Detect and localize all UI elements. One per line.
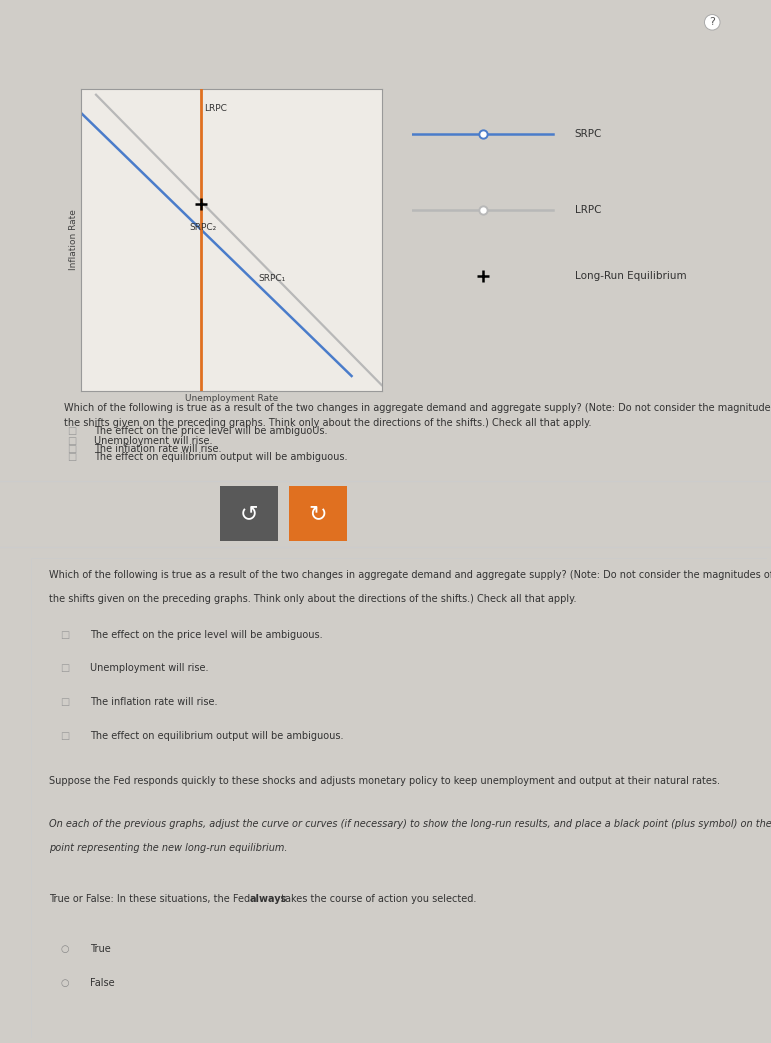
Text: ○: ○ [60,977,69,988]
X-axis label: Unemployment Rate: Unemployment Rate [185,394,278,403]
Text: ↺: ↺ [239,504,258,524]
Text: Suppose the Fed responds quickly to these shocks and adjusts monetary policy to : Suppose the Fed responds quickly to thes… [49,776,720,786]
Text: Which of the following is true as a result of the two changes in aggregate deman: Which of the following is true as a resu… [49,571,771,580]
Text: On each of the previous graphs, adjust the curve or curves (if necessary) to sho: On each of the previous graphs, adjust t… [49,820,771,829]
Text: always: always [250,894,288,904]
Text: SRPC₁: SRPC₁ [258,274,285,283]
Text: takes the course of action you selected.: takes the course of action you selected. [278,894,476,904]
Text: □: □ [67,427,76,436]
Text: LRPC: LRPC [204,104,227,113]
Text: Long-Run Equilibrium: Long-Run Equilibrium [575,271,686,282]
Text: the shifts given on the preceding graphs. Think only about the directions of the: the shifts given on the preceding graphs… [49,595,577,604]
Text: Which of the following is true as a result of the two changes in aggregate deman: Which of the following is true as a resu… [64,404,771,413]
Text: SRPC₂: SRPC₂ [189,223,217,233]
Text: □: □ [60,730,69,741]
Text: True or False: In these situations, the Fed: True or False: In these situations, the … [49,894,254,904]
Y-axis label: Inflation Rate: Inflation Rate [69,210,78,270]
Text: The infiation rate will rise.: The infiation rate will rise. [95,444,222,454]
Text: ↻: ↻ [308,504,328,524]
Text: the shifts given on the preceding graphs. Think only about the directions of the: the shifts given on the preceding graphs… [64,417,591,428]
Text: Unemployment will rise.: Unemployment will rise. [89,663,208,674]
Text: ○: ○ [60,944,69,954]
Text: □: □ [67,453,76,462]
Text: □: □ [60,697,69,707]
Text: □: □ [60,663,69,674]
Text: The effect on equilibrium output will be ambiguous.: The effect on equilibrium output will be… [95,453,348,462]
FancyBboxPatch shape [220,486,278,541]
Text: LRPC: LRPC [575,204,601,215]
Text: □: □ [60,630,69,639]
Text: The effect on equilibrium output will be ambiguous.: The effect on equilibrium output will be… [89,730,343,741]
Text: □: □ [67,444,76,454]
Text: Unemployment will rise.: Unemployment will rise. [95,436,213,446]
Text: ?: ? [709,18,715,27]
Text: SRPC: SRPC [575,129,602,139]
Text: The inflation rate will rise.: The inflation rate will rise. [89,697,217,707]
Text: □: □ [67,436,76,446]
Text: True: True [89,944,110,954]
Text: The effect on the price level will be ambiguous.: The effect on the price level will be am… [89,630,322,639]
Text: The effect on the price level will be ambiguoUs.: The effect on the price level will be am… [95,427,328,436]
FancyBboxPatch shape [289,486,347,541]
Text: point representing the new long-run equilibrium.: point representing the new long-run equi… [49,844,288,853]
Text: False: False [89,977,114,988]
